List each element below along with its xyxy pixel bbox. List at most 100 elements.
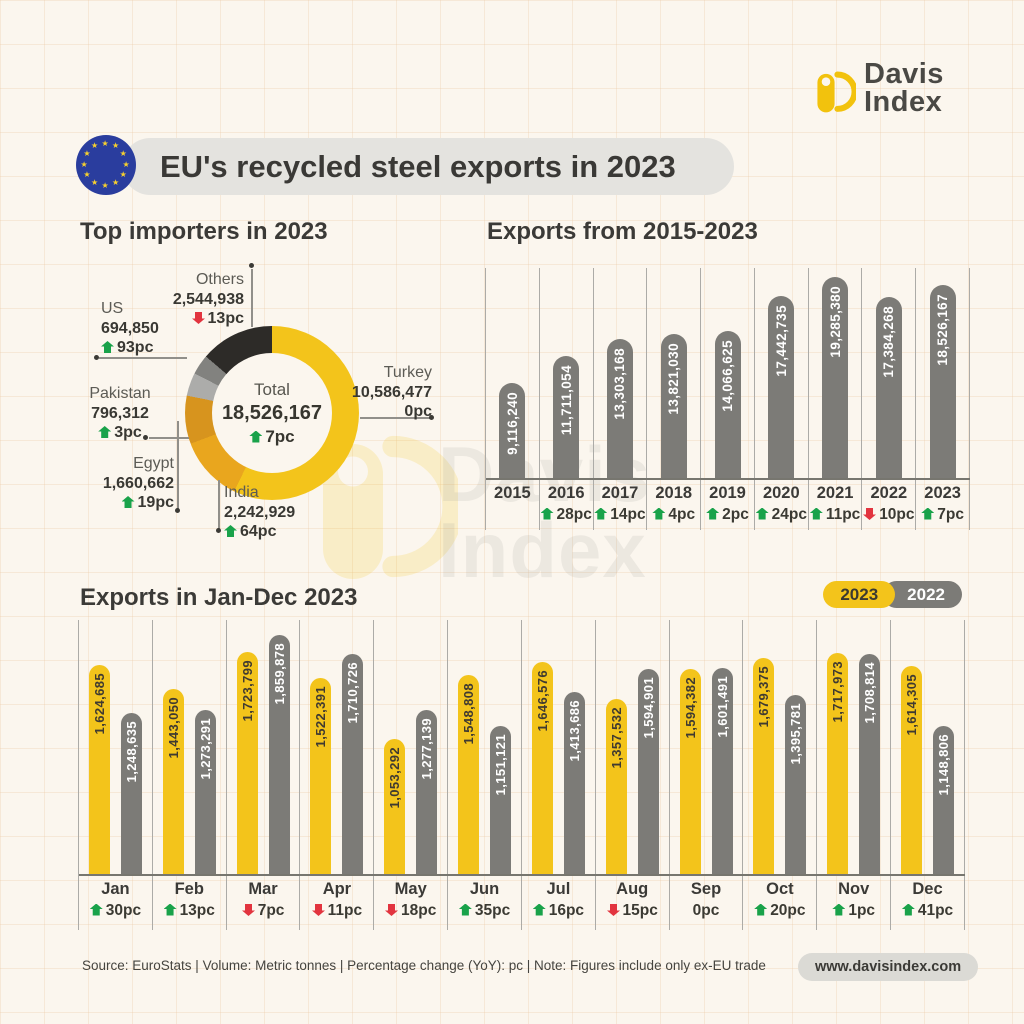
yearly-bar: 13,303,168 [606, 339, 633, 478]
connector-dot [94, 355, 99, 360]
change-text: 4pc [668, 505, 696, 523]
up-arrow-icon [458, 903, 472, 916]
bar-value-label: 17,442,735 [773, 305, 789, 377]
change-text: 2pc [722, 505, 749, 523]
connector-line [99, 357, 187, 359]
monthly-bar-2022: 1,148,806 [933, 726, 955, 874]
connector-line [149, 437, 189, 439]
monthly-bar-2023: 1,548,808 [458, 675, 480, 874]
bar-zone: 1,443,050 1,273,291 [153, 620, 226, 874]
bar-value-label: 1,148,806 [936, 734, 952, 796]
monthly-column: 1,357,532 1,594,901 Aug 15pc [596, 620, 670, 930]
bar-zone: 1,522,391 1,710,726 [300, 620, 373, 874]
up-arrow-icon [532, 903, 546, 916]
monthly-bar-2023: 1,522,391 [310, 678, 332, 874]
legend-2022-pill: 2022 [883, 581, 962, 608]
month-change: 0pc [692, 901, 720, 919]
brand-logo: Davis Index [816, 58, 944, 122]
month-label: Jan [101, 880, 130, 898]
eu-star-icon: ★ [83, 149, 91, 158]
monthly-bar-chart: 1,624,685 1,248,635 Jan 30pc 1,443,050 1,273,… [78, 620, 965, 930]
monthly-column: 1,594,382 1,601,491 Sep 0pc [670, 620, 744, 930]
yearly-bar: 17,384,268 [875, 297, 902, 478]
donut-chart: Total 18,526,167 7pc [185, 326, 359, 500]
bar-value-label: 1,624,685 [91, 673, 107, 735]
bar-zone: 1,679,375 1,395,781 [743, 620, 816, 874]
down-arrow-icon [242, 904, 255, 916]
yearly-bar: 14,066,625 [714, 331, 741, 478]
monthly-column: 1,548,808 1,151,121 Jun 35pc [448, 620, 522, 930]
monthly-column: 1,614,305 1,148,806 Dec 41pc [891, 620, 965, 930]
bar-value-label: 1,248,635 [123, 721, 139, 783]
eu-star-icon: ★ [80, 159, 88, 169]
bar-zone: 14,066,625 [701, 268, 754, 478]
eu-flag-icon: ★ ★ ★ ★ ★ ★ ★ ★ ★ ★ ★ ★ [76, 135, 136, 195]
bar-value-label: 13,303,168 [612, 348, 628, 420]
eu-star-icon: ★ [101, 138, 109, 148]
bar-zone: 1,548,808 1,151,121 [448, 620, 521, 874]
axis-baseline [79, 874, 965, 876]
up-arrow-icon [832, 903, 846, 916]
donut-total: Total 18,526,167 7pc [212, 353, 332, 473]
change-text: 20pc [770, 901, 806, 919]
chart-legend: 2023 2022 [823, 581, 962, 608]
davis-logo-mark-icon [817, 71, 856, 113]
bar-zone: 13,303,168 [594, 268, 647, 478]
yearly-column: 13,303,168 2017 14pc [594, 268, 648, 530]
bar-value-label: 1,151,121 [493, 734, 509, 796]
bar-value-label: 1,273,291 [197, 718, 213, 780]
footer-source: Source: EuroStats | Volume: Metric tonne… [82, 958, 766, 973]
bar-value-label: 1,053,292 [387, 747, 403, 809]
monthly-bar-2023: 1,646,576 [531, 662, 553, 874]
monthly-section-title: Exports in Jan-Dec 2023 [80, 584, 358, 611]
month-change: 1pc [832, 902, 875, 919]
month-change: 30pc [89, 902, 141, 919]
up-arrow-icon [89, 903, 103, 916]
bar-value-label: 1,443,050 [165, 697, 181, 759]
page-title: EU's recycled steel exports in 2023 [160, 148, 676, 184]
yearly-column: 9,116,240 2015 [486, 268, 540, 530]
monthly-bar-2023: 1,679,375 [753, 658, 775, 874]
bar-value-label: 1,614,305 [904, 674, 920, 736]
eu-star-icon: ★ [119, 149, 127, 158]
bar-value-label: 1,357,532 [608, 707, 624, 769]
bar-zone: 9,116,240 [486, 268, 539, 478]
up-arrow-icon [98, 426, 112, 439]
bar-zone: 1,614,305 1,148,806 [891, 620, 964, 874]
down-arrow-icon [312, 904, 325, 916]
monthly-column: 1,624,685 1,248,635 Jan 30pc [79, 620, 153, 930]
monthly-column: 1,723,799 1,859,878 Mar 7pc [227, 620, 301, 930]
bar-zone: 19,285,380 [809, 268, 862, 478]
bar-zone: 17,384,268 [862, 268, 915, 478]
donut-label-us: US 694,850 93pc [101, 300, 159, 357]
monthly-bar-2023: 1,053,292 [384, 739, 406, 874]
change-text: 15pc [622, 901, 658, 919]
month-change: 20pc [754, 901, 806, 919]
bar-value-label: 1,859,878 [271, 643, 287, 705]
month-change: 16pc [532, 902, 584, 919]
connector-dot [175, 508, 180, 513]
change-text: 0pc [692, 901, 720, 919]
donut-hole [212, 353, 332, 473]
monthly-bar-2022: 1,273,291 [194, 710, 216, 874]
bar-value-label: 1,723,799 [239, 660, 255, 722]
yearly-bar: 13,821,030 [660, 334, 687, 478]
year-label: 2018 [655, 484, 693, 502]
donut-label-pakistan: Pakistan 796,312 3pc [89, 385, 151, 442]
connector-dot [429, 415, 434, 420]
connector-dot [143, 435, 148, 440]
change-text: 28pc [556, 505, 592, 523]
up-arrow-icon [224, 525, 237, 538]
month-label: Nov [838, 880, 870, 898]
up-arrow-icon [540, 507, 554, 520]
monthly-bar-2022: 1,413,686 [563, 692, 585, 874]
up-arrow-icon [163, 903, 177, 916]
brand-name: Davis Index [864, 58, 944, 119]
year-change: 2pc [706, 505, 749, 523]
monthly-bar-2022: 1,859,878 [268, 635, 290, 874]
year-change: 14pc [594, 506, 646, 523]
donut-label-india: India 2,242,929 64pc [224, 484, 296, 541]
monthly-bar-2022: 1,708,814 [859, 654, 881, 874]
month-label: Apr [322, 880, 352, 898]
monthly-column: 1,443,050 1,273,291 Feb 13pc [153, 620, 227, 930]
